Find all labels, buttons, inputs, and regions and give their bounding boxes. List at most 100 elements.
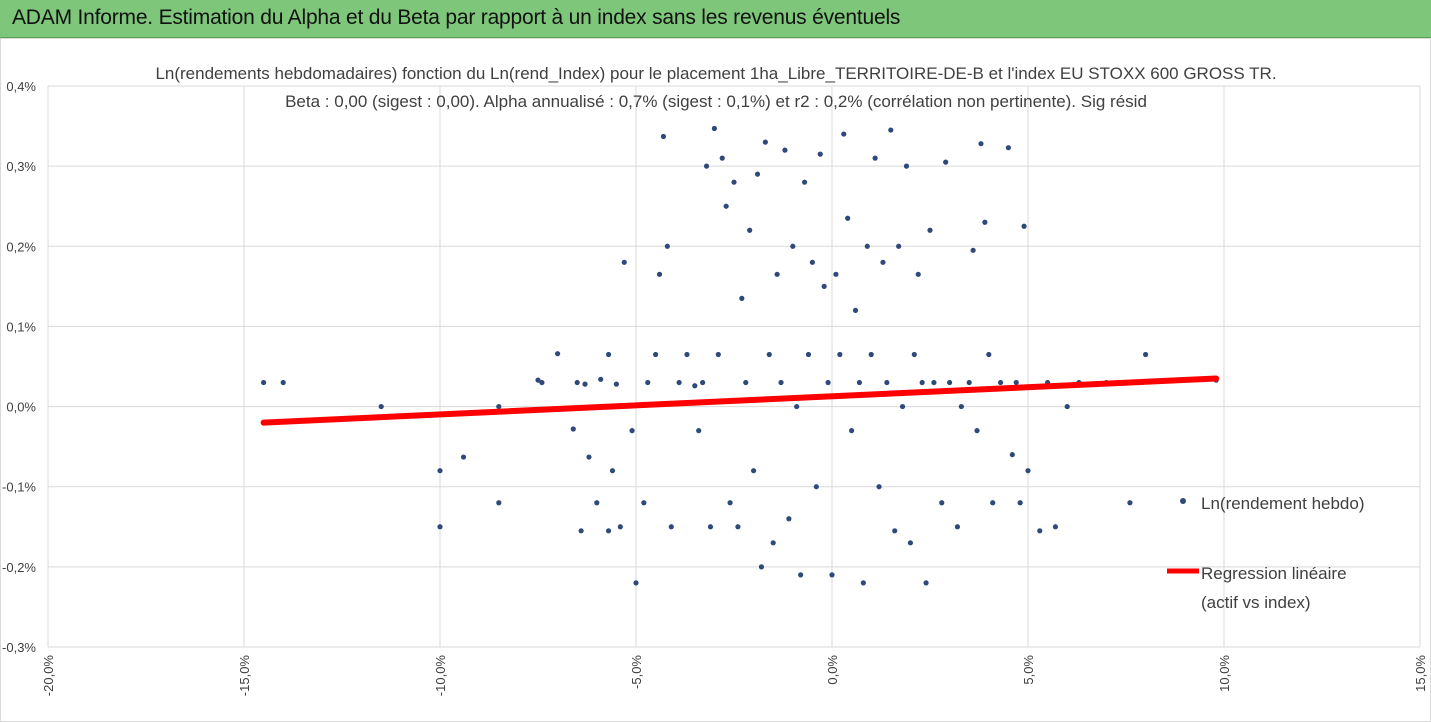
x-tick-label: 10,0% <box>1217 655 1232 692</box>
data-point <box>719 155 725 161</box>
data-point <box>617 524 623 530</box>
data-point <box>437 468 443 474</box>
data-point <box>762 139 768 145</box>
data-point <box>261 379 267 386</box>
data-point <box>790 243 796 249</box>
data-point <box>613 381 620 387</box>
data-point <box>676 379 682 386</box>
data-point <box>766 351 772 358</box>
scatter-chart: -20,0% -15,0% -10,0% -5,0% 0,0% 5,0% 10,0% 15,0… <box>0 38 1431 722</box>
data-point <box>813 484 819 490</box>
data-point <box>582 381 588 387</box>
data-point <box>978 141 984 147</box>
data-point <box>852 307 859 313</box>
data-point <box>907 540 914 546</box>
data-point <box>849 428 855 434</box>
data-point <box>605 351 612 358</box>
data-point <box>896 243 902 249</box>
data-point <box>555 351 561 357</box>
data-point <box>821 283 827 289</box>
x-tick-label: -20,0% <box>41 655 56 697</box>
data-points <box>261 125 1219 586</box>
data-point <box>1013 379 1019 386</box>
data-point <box>798 572 804 578</box>
data-point <box>1025 468 1031 474</box>
data-point <box>539 379 545 386</box>
data-point <box>888 127 894 133</box>
data-point <box>594 500 600 506</box>
data-point <box>825 379 831 386</box>
regression-line-layer <box>260 375 1220 426</box>
data-point <box>1052 524 1059 530</box>
chart-subtitle: Beta : 0,00 (sigest : 0,00). Alpha annua… <box>285 92 1147 111</box>
data-point <box>703 163 710 169</box>
data-point <box>997 379 1004 386</box>
data-point <box>660 133 667 140</box>
y-tick-label: -0,2% <box>2 560 36 575</box>
data-point <box>743 379 749 386</box>
report-header: ADAM Informe. Estimation du Alpha et du … <box>0 0 1431 38</box>
data-point <box>1009 452 1015 458</box>
data-point <box>947 379 953 386</box>
data-point <box>656 271 663 277</box>
data-point <box>899 403 906 410</box>
data-point <box>684 351 690 358</box>
legend-label-regression-line: Regression linéaire <box>1201 564 1347 583</box>
data-point <box>833 271 839 277</box>
y-tick-label: 0,4% <box>6 79 36 94</box>
data-point <box>727 500 733 506</box>
data-point <box>1143 351 1149 358</box>
data-point <box>633 580 639 586</box>
data-point <box>927 227 933 233</box>
data-point <box>496 403 502 410</box>
data-point <box>668 524 674 530</box>
data-point <box>1037 528 1043 534</box>
data-point <box>868 351 874 358</box>
data-point <box>931 379 937 386</box>
data-point <box>609 468 616 474</box>
data-point <box>872 155 878 161</box>
data-point <box>786 516 792 522</box>
data-point <box>578 528 584 534</box>
data-point <box>943 159 949 165</box>
report-title: ADAM Informe. Estimation du Alpha et du … <box>12 6 901 29</box>
data-point <box>378 403 384 410</box>
data-point <box>758 564 765 570</box>
x-tick-label: 0,0% <box>825 655 840 685</box>
data-point <box>970 247 976 253</box>
regression-line <box>260 375 1220 426</box>
data-point <box>711 125 718 132</box>
data-point <box>1064 403 1070 410</box>
data-point <box>739 295 745 301</box>
data-point <box>903 163 910 169</box>
data-point <box>723 203 729 209</box>
data-point <box>954 524 961 530</box>
grid <box>47 85 1421 648</box>
data-point <box>884 379 890 386</box>
data-point <box>805 351 812 358</box>
y-tick-label: 0,2% <box>6 239 36 254</box>
x-tick-label: -15,0% <box>237 655 252 697</box>
data-point <box>864 243 870 249</box>
tick-labels: -20,0% -15,0% -10,0% -5,0% 0,0% 5,0% 10,0% 15,0… <box>2 79 1428 696</box>
legend-label-scatter: Ln(rendement hebdo) <box>1201 494 1365 513</box>
legend-label-regression: Regression linéaire (actif vs index) <box>1201 564 1347 612</box>
data-point <box>747 227 753 233</box>
data-point <box>645 379 651 386</box>
data-point <box>841 131 847 137</box>
data-point <box>437 524 443 530</box>
y-tick-label: 0,3% <box>6 159 36 174</box>
data-point <box>919 379 925 386</box>
data-point <box>751 468 757 474</box>
data-point <box>731 179 737 185</box>
data-point <box>460 454 467 460</box>
x-tick-label: -5,0% <box>629 655 644 689</box>
data-point <box>496 500 502 506</box>
data-point <box>664 243 670 249</box>
data-point <box>990 500 996 506</box>
data-point <box>653 351 659 358</box>
y-tick-label: 0,1% <box>6 319 36 334</box>
x-tick-label: 15,0% <box>1413 655 1428 692</box>
data-point <box>574 379 580 386</box>
data-point <box>880 259 886 265</box>
